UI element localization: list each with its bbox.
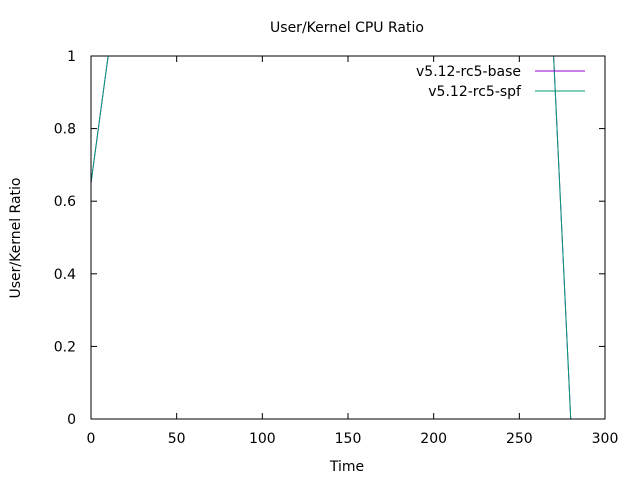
y-axis-label: User/Kernel Ratio <box>8 177 24 298</box>
x-tick-label: 300 <box>592 431 619 447</box>
legend: v5.12-rc5-base v5.12-rc5-spf <box>416 64 585 100</box>
axes: 0 50 100 150 200 250 300 0 0.2 0.4 0.6 0.8 1 <box>54 49 619 447</box>
chart-title: User/Kernel CPU Ratio <box>270 20 424 36</box>
x-tick-label: 200 <box>420 431 447 447</box>
x-tick-label: 250 <box>506 431 533 447</box>
series-lines <box>91 56 572 419</box>
legend-label: v5.12-rc5-spf <box>428 84 522 100</box>
series-line-v5.12-rc5-base <box>91 56 572 419</box>
plot-frame <box>90 55 606 420</box>
x-tick-label: 0 <box>87 431 96 447</box>
y-tick-label: 0.2 <box>54 339 76 355</box>
x-tick-label: 50 <box>168 431 186 447</box>
legend-label: v5.12-rc5-base <box>416 64 521 80</box>
y-tick-label: 0.6 <box>54 194 76 210</box>
y-tick-label: 1 <box>67 49 76 65</box>
series-line-v5.12-rc5-spf <box>91 56 572 419</box>
y-tick-label: 0 <box>67 412 76 428</box>
y-tick-label: 0.8 <box>54 122 76 138</box>
x-axis-label: Time <box>329 459 364 475</box>
y-tick-label: 0.4 <box>54 267 76 283</box>
x-tick-label: 150 <box>335 431 362 447</box>
x-tick-label: 100 <box>249 431 276 447</box>
